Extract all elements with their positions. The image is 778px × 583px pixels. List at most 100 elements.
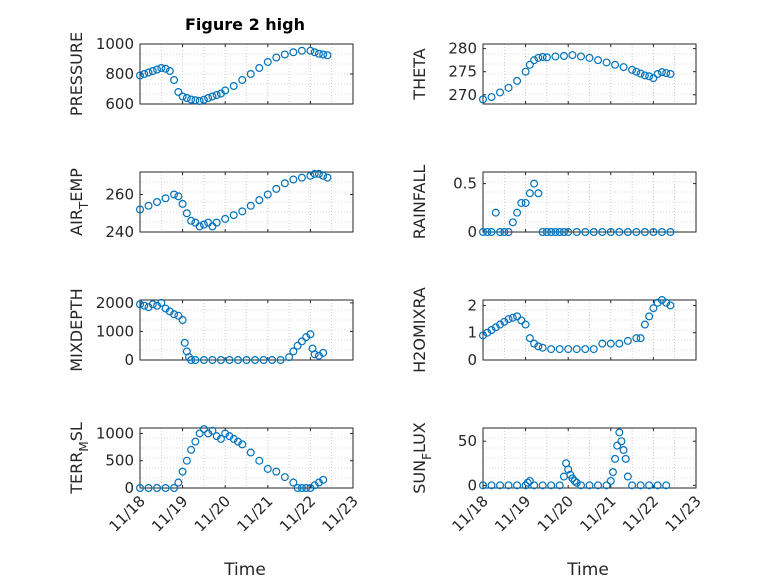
data-point: [636, 481, 645, 490]
y-tick-label: 240: [105, 223, 134, 241]
y-tick-label: 0: [124, 479, 134, 497]
data-point: [576, 481, 585, 490]
y-axis-label: TERRMSL: [67, 422, 91, 495]
data-point: [666, 228, 675, 237]
data-point: [170, 190, 179, 199]
data-point: [153, 484, 162, 493]
data-point: [246, 201, 255, 210]
data-point: [289, 347, 298, 356]
data-point: [178, 467, 187, 476]
data-point: [628, 481, 637, 490]
axes-box: [482, 171, 697, 233]
data-point: [534, 53, 543, 62]
axes-box: [482, 427, 697, 489]
data-point: [559, 51, 568, 60]
data-point: [606, 476, 615, 485]
data-point: [289, 175, 298, 184]
data-point: [297, 173, 306, 182]
data-point: [487, 93, 496, 102]
axes-box: [139, 427, 354, 489]
data-point: [589, 345, 598, 354]
data-point: [640, 320, 649, 329]
data-point: [589, 228, 598, 237]
data-point: [606, 228, 615, 237]
data-point: [581, 228, 590, 237]
data-point: [666, 69, 675, 78]
x-axis-label-left: Time: [223, 560, 266, 580]
data-point: [323, 173, 332, 182]
data-point: [195, 222, 204, 231]
data-point: [199, 356, 208, 365]
data-point: [496, 228, 505, 237]
data-point: [662, 481, 671, 490]
data-point: [662, 69, 671, 78]
data-point: [310, 350, 319, 359]
data-point: [233, 356, 242, 365]
data-point: [547, 228, 556, 237]
data-point: [606, 339, 615, 348]
data-point: [136, 71, 145, 80]
data-point: [570, 476, 579, 485]
data-point: [602, 481, 611, 490]
data-point: [174, 311, 183, 320]
data-point: [161, 194, 170, 203]
data-point: [496, 481, 505, 490]
data-point: [297, 46, 306, 55]
axes-box: [139, 171, 354, 233]
data-point: [323, 51, 332, 60]
data-point: [136, 205, 145, 214]
data-point: [632, 67, 641, 76]
data-point: [504, 83, 513, 92]
data-point: [191, 356, 200, 365]
x-tick-label: 11/23: [319, 492, 362, 535]
data-point: [276, 356, 285, 365]
data-point: [319, 475, 328, 484]
x-axis-label-right: Time: [566, 560, 609, 580]
data-point: [513, 481, 522, 490]
data-point: [645, 312, 654, 321]
data-point: [491, 208, 500, 217]
subplot-5: 0 1000 2000 MIXDEPTH: [67, 288, 354, 372]
data-point: [551, 52, 560, 61]
y-tick-label: 1000: [96, 35, 134, 53]
axes-box: [139, 299, 354, 361]
data-point: [178, 199, 187, 208]
data-point: [585, 481, 594, 490]
data-point: [144, 68, 153, 77]
data-point: [148, 66, 157, 75]
data-point: [611, 60, 620, 69]
data-point: [564, 345, 573, 354]
data-point: [251, 356, 260, 365]
data-point: [178, 92, 187, 101]
data-point: [319, 348, 328, 357]
data-point: [157, 298, 166, 307]
data-point: [144, 201, 153, 210]
x-tick-label: 11/22: [619, 492, 662, 535]
data-point: [547, 345, 556, 354]
data-point: [174, 192, 183, 201]
data-point: [640, 228, 649, 237]
data-point: [525, 60, 534, 69]
data-point: [594, 481, 603, 490]
data-point: [572, 345, 581, 354]
data-point: [272, 184, 281, 193]
y-tick-label: 800: [105, 65, 134, 83]
data-point: [297, 484, 306, 493]
data-point: [602, 58, 611, 67]
data-point: [140, 301, 149, 310]
y-axis-label: RAINFALL: [410, 165, 429, 240]
y-axis-label: MIXDEPTH: [67, 288, 86, 371]
y-axis-label: THETA: [410, 48, 429, 100]
data-point: [487, 228, 496, 237]
y-tick-label: 2000: [96, 294, 134, 312]
data-point: [212, 218, 221, 227]
data-point: [623, 336, 632, 345]
data-point: [238, 75, 247, 84]
data-point: [216, 356, 225, 365]
subplot-2: 270 275 280 THETA: [410, 40, 697, 105]
data-point: [525, 334, 534, 343]
data-point: [157, 63, 166, 72]
data-point: [259, 356, 268, 365]
data-point: [551, 228, 560, 237]
data-point: [555, 345, 564, 354]
